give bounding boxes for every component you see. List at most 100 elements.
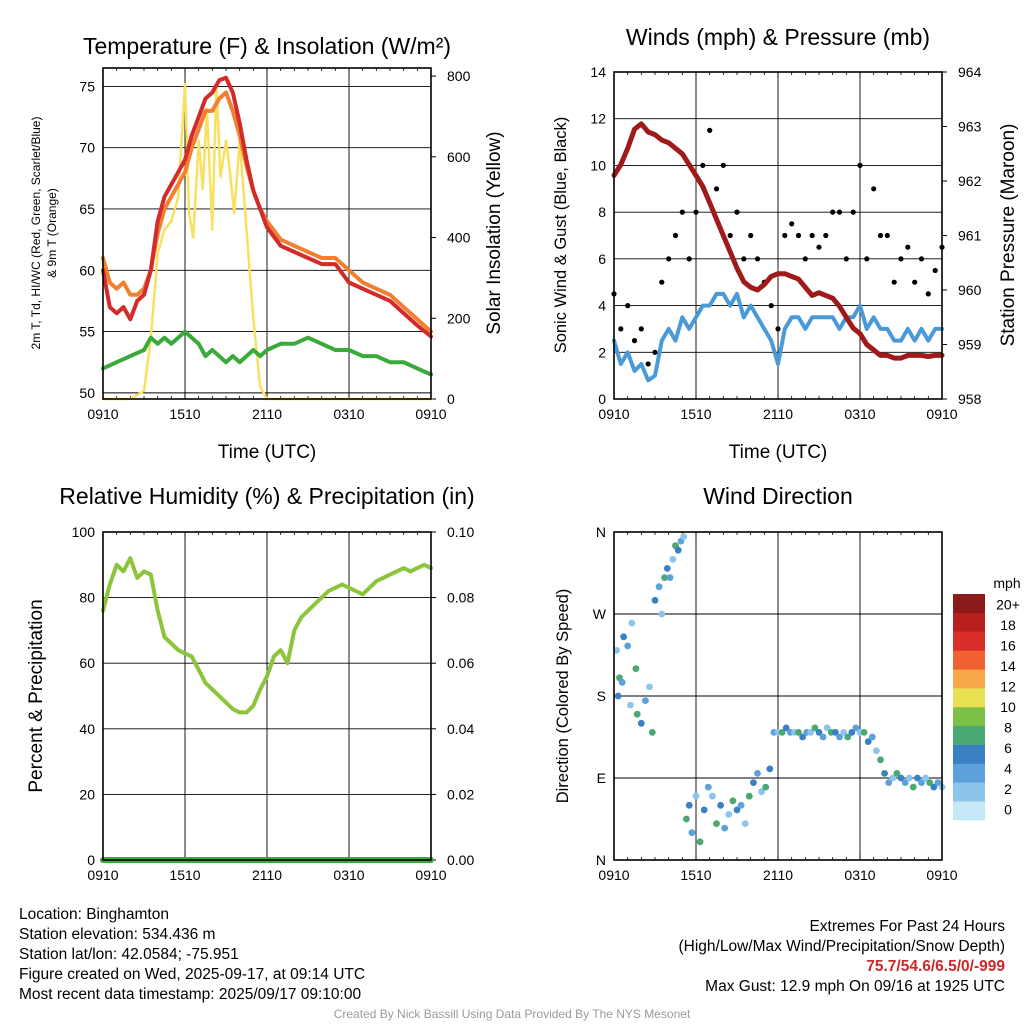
station-info: Location: Binghamton Station elevation: …	[19, 905, 365, 1005]
direction-point	[729, 797, 737, 805]
y-axis-label: 2m T, Td, HI/WC (Red, Green, Scarlet/Blu…	[29, 117, 43, 350]
y-tick-label: 12	[590, 111, 606, 127]
gust-point	[795, 232, 802, 239]
x-tick-label: 0910	[926, 867, 957, 883]
x-tick-label: 0910	[926, 406, 957, 422]
x-tick-label: 0310	[333, 406, 364, 422]
legend-swatch	[953, 707, 985, 727]
direction-point	[811, 724, 819, 732]
x-tick-label: 1510	[680, 867, 711, 883]
gust-point	[782, 232, 788, 239]
y-tick-label: 60	[79, 655, 95, 671]
gust-point	[666, 256, 672, 262]
gust-point	[877, 232, 884, 239]
temperature-panel: 0910 1510 2110 0310 0910 50 55 60 65 70 75 0 200 400 6…	[29, 33, 505, 463]
direction-point	[620, 633, 627, 641]
direction-point	[815, 729, 823, 736]
gust-point	[809, 232, 815, 239]
gust-point	[618, 326, 624, 332]
legend-swatch	[953, 594, 985, 614]
legend-swatch	[953, 688, 985, 708]
direction-point	[852, 724, 860, 732]
y-axis-label: Station Pressure (Maroon)	[998, 124, 1019, 347]
gust-point	[679, 209, 685, 215]
gust-point	[857, 162, 863, 168]
y2-tick-label: 600	[447, 149, 471, 165]
gust-point	[864, 256, 870, 262]
gust-point	[768, 303, 774, 309]
y2-tick-label: 962	[958, 173, 982, 189]
y-tick-label: 75	[79, 78, 95, 94]
direction-point	[692, 792, 700, 800]
gust-point	[638, 326, 644, 332]
x-tick-label: 0310	[844, 867, 875, 883]
solar-series-line	[101, 82, 433, 401]
y2-tick-label: 200	[447, 310, 471, 326]
direction-point	[893, 770, 901, 777]
gust-point	[884, 232, 890, 239]
direction-point	[651, 596, 659, 604]
y-tick-label: 65	[79, 201, 95, 217]
y-tick-label: 14	[590, 64, 606, 80]
legend-swatch	[953, 763, 985, 783]
legend-label: 20+	[996, 596, 1020, 612]
y-tick-label: S	[597, 688, 606, 704]
dewpoint-series-line	[101, 329, 433, 377]
legend-label: 0	[1004, 802, 1012, 818]
direction-point	[627, 701, 634, 709]
legend-label: 12	[1000, 678, 1016, 694]
y-tick-label: 40	[79, 721, 95, 737]
legend-label: 16	[1000, 637, 1016, 653]
y-tick-label: 60	[79, 262, 95, 278]
direction-point	[905, 774, 913, 782]
direction-point	[725, 811, 733, 818]
gust-point	[707, 127, 713, 133]
direction-point	[633, 710, 641, 718]
speed-legend: mph 0 2 4 6 8 10 12 14 16 18 20+	[953, 575, 1021, 821]
chart-title: Temperature (F) & Insolation (W/m²)	[83, 33, 451, 59]
x-axis-label: Time (UTC)	[218, 442, 317, 463]
location-text: Location: Binghamton	[19, 906, 169, 923]
legend-swatch	[953, 631, 985, 651]
x-tick-label: 0910	[415, 406, 446, 422]
gust-point	[652, 349, 658, 355]
direction-point	[762, 783, 770, 791]
humidity-panel: 0910 1510 2110 0310 09100204060801000.000.02…	[26, 483, 475, 883]
gust-point	[754, 256, 761, 262]
direction-point	[795, 729, 802, 736]
chart-title: Relative Humidity (%) & Precipitation (i…	[59, 483, 474, 509]
gust-point	[843, 256, 849, 262]
direction-point	[613, 647, 621, 654]
legend-swatch	[953, 612, 985, 632]
x-axis-label: Time (UTC)	[729, 442, 828, 463]
x-tick-label: 0910	[87, 406, 118, 422]
y-axis-label: & 9m T (Orange)	[45, 188, 59, 278]
gust-point	[850, 209, 856, 215]
direction-point	[840, 729, 847, 736]
x-tick-label: 2110	[252, 406, 282, 422]
direction-point	[683, 815, 690, 823]
gust-point	[693, 209, 699, 215]
direction-point	[700, 806, 708, 814]
direction-point	[836, 733, 843, 741]
created-text: Figure created on Wed, 2025-09-17, at 09…	[19, 966, 366, 983]
extremes-info: Extremes For Past 24 Hours (High/Low/Max…	[679, 917, 1006, 997]
gust-point	[659, 279, 665, 285]
gust-point	[672, 232, 679, 239]
y-axis-label: Sonic Wind & Gust (Blue, Black)	[552, 117, 570, 354]
y-tick-label: 100	[72, 524, 96, 540]
direction-point	[663, 565, 671, 572]
direction-point	[758, 788, 765, 796]
extremes-subtitle: (High/Low/Max Wind/Precipitation/Snow De…	[678, 938, 1006, 955]
gust-point	[789, 221, 795, 227]
y-axis-label: Percent & Precipitation	[26, 599, 47, 792]
y-tick-label: E	[597, 770, 606, 786]
direction-point	[642, 697, 649, 704]
direction-point	[750, 779, 757, 786]
direction-point	[721, 824, 729, 832]
direction-point	[658, 610, 666, 618]
direction-point	[926, 779, 934, 786]
y-tick-label: N	[596, 852, 606, 868]
y2-tick-label: 959	[958, 337, 982, 353]
x-tick-label: 2110	[763, 867, 793, 883]
